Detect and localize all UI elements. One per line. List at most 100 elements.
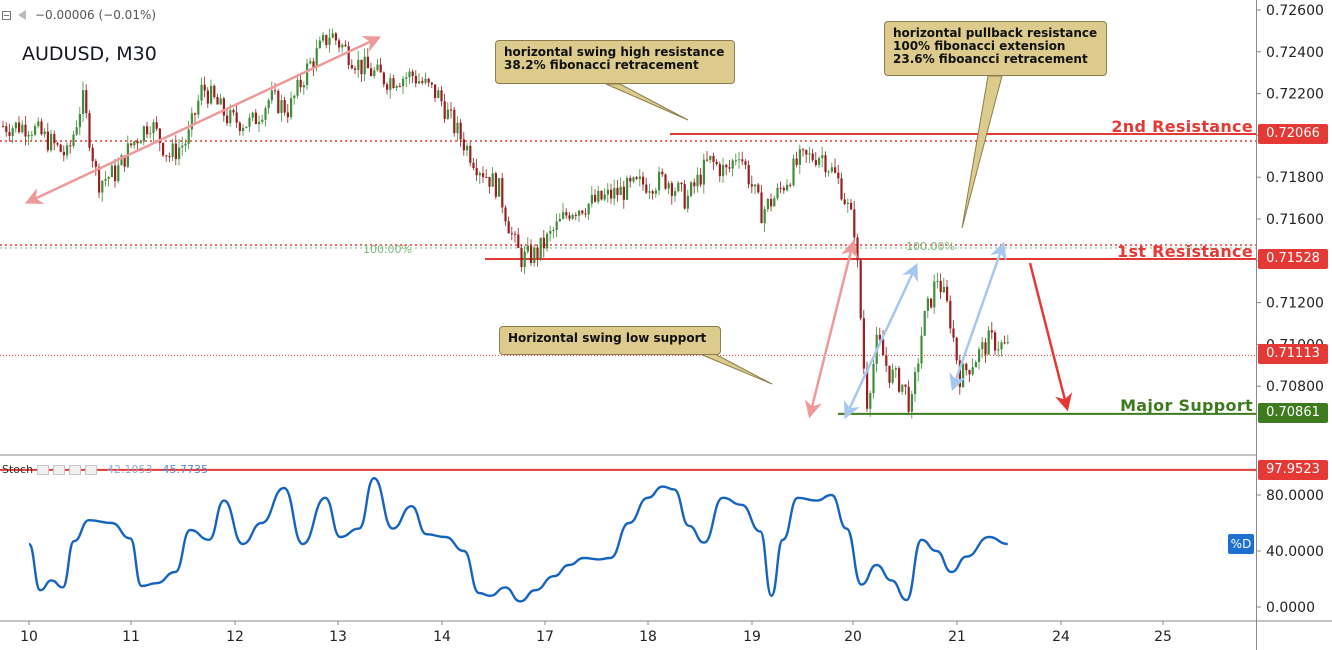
price-tick-label: 0.72200: [1266, 87, 1324, 103]
candle-body: [546, 233, 549, 249]
candle-body: [722, 164, 725, 177]
more-icon[interactable]: [85, 464, 98, 475]
candle-body: [98, 166, 101, 193]
candle-body: [478, 173, 481, 176]
candle-body: [40, 121, 43, 135]
candle-body: [427, 78, 430, 83]
candle-body: [517, 234, 520, 249]
candle-body: [62, 151, 65, 156]
candle-body: [843, 199, 846, 205]
time-tick-label: 20: [844, 629, 862, 645]
candle-body: [264, 108, 267, 120]
candle-body: [312, 61, 315, 68]
candle-body: [712, 155, 715, 162]
annotation-swing-high[interactable]: horizontal swing high resistance 38.2% f…: [495, 40, 735, 84]
candle-body: [565, 212, 568, 216]
candle-body: [760, 192, 763, 224]
candle-body: [850, 202, 853, 210]
candle-body: [466, 145, 469, 151]
settings-icon[interactable]: [37, 464, 50, 475]
candle-body: [1006, 342, 1009, 344]
stoch-tick-label: 0.0000: [1266, 600, 1315, 616]
annotation-swing-low[interactable]: Horizontal swing low support: [499, 326, 721, 355]
stoch-d-tag: %D: [1228, 534, 1254, 554]
annotation-pullback[interactable]: horizontal pullback resistance 100% fibo…: [884, 21, 1107, 76]
candle-body: [104, 178, 107, 181]
resistance-2-price-tag: 0.72066: [1258, 124, 1328, 144]
candle-body: [520, 248, 523, 268]
candle-body: [190, 113, 193, 130]
candle-body: [392, 78, 395, 88]
candle-body: [846, 202, 849, 205]
swing-arrow-pink: [804, 239, 859, 419]
candle-body: [814, 160, 817, 165]
candle-body: [648, 191, 651, 193]
candle-body: [254, 112, 257, 125]
collapse-icon[interactable]: [2, 10, 11, 20]
resistance-1-label: 1st Resistance: [1117, 242, 1253, 261]
time-tick-label: 13: [329, 629, 347, 645]
candle-body: [616, 187, 619, 196]
candle-body: [331, 33, 334, 38]
candle-body: [261, 119, 264, 122]
stoch-tick-label: 40.0000: [1266, 544, 1324, 560]
time-tick-label: 21: [948, 629, 966, 645]
candle-body: [773, 198, 776, 207]
candle-body: [462, 139, 465, 151]
candle-body: [949, 300, 952, 329]
candle-body: [805, 149, 808, 155]
candle-body: [590, 195, 593, 204]
candle-body: [30, 134, 33, 136]
stoch-d-value: 45.7735: [162, 463, 209, 476]
support-price-tag: 0.70861: [1258, 403, 1328, 423]
candle-body: [702, 159, 705, 185]
candle-body: [274, 90, 277, 92]
candle-body: [629, 177, 632, 182]
candle-body: [408, 71, 411, 78]
flag-icon[interactable]: [18, 10, 26, 20]
candle-body: [501, 178, 504, 208]
candle-body: [747, 165, 750, 185]
candle-body: [210, 85, 213, 104]
candle-body: [946, 286, 949, 301]
candle-body: [472, 162, 475, 169]
candle-body: [619, 186, 622, 196]
candle-body: [738, 159, 741, 161]
time-tick-label: 24: [1052, 629, 1070, 645]
candle-body: [581, 210, 584, 214]
fib-label-left: 100.00%: [363, 243, 412, 256]
candle-body: [587, 203, 590, 215]
candle-body: [101, 180, 104, 193]
candle-body: [219, 98, 222, 105]
candle-body: [856, 237, 859, 261]
stoch-tick-label: 80.0000: [1266, 488, 1324, 504]
candle-body: [430, 82, 433, 85]
candle-body: [293, 95, 296, 99]
candle-body: [782, 188, 785, 191]
candle-body: [405, 77, 408, 79]
candle-body: [133, 141, 136, 146]
candle-body: [232, 109, 235, 113]
candle-body: [776, 187, 779, 199]
candle-body: [984, 342, 987, 355]
candle-body: [638, 176, 641, 179]
time-tick-label: 19: [743, 629, 761, 645]
candle-body: [987, 330, 990, 355]
candle-body: [302, 85, 305, 88]
candle-body: [475, 168, 478, 176]
candle-body: [107, 177, 110, 179]
price-tick-label: 0.71200: [1266, 296, 1324, 312]
candle-body: [955, 337, 958, 361]
candle-body: [840, 178, 843, 200]
candle-body: [600, 190, 603, 200]
candle-body: [24, 124, 27, 137]
close-icon[interactable]: [69, 464, 82, 475]
eye-icon[interactable]: [53, 464, 66, 475]
candle-body: [46, 131, 49, 151]
candle-body: [341, 44, 344, 48]
candle-body: [818, 158, 821, 165]
candle-body: [504, 207, 507, 222]
candle-body: [584, 213, 587, 215]
stoch-level-tag: 97.9523: [1258, 460, 1328, 480]
